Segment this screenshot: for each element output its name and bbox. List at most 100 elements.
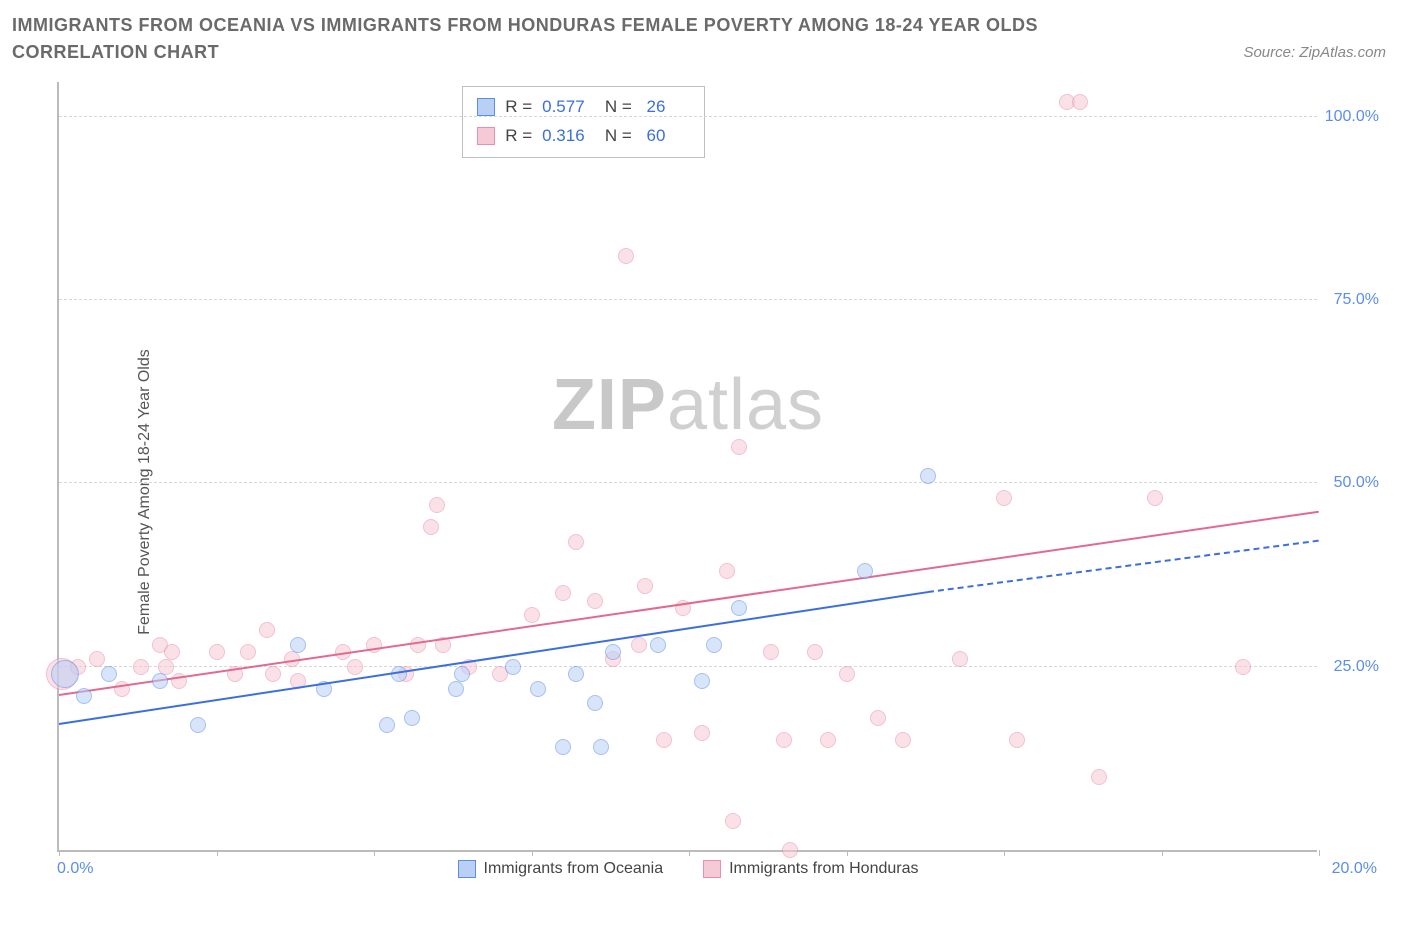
- legend-swatch: [477, 98, 495, 116]
- stat-n-label: N =: [600, 93, 632, 122]
- data-point: [448, 681, 464, 697]
- y-tick-label: 50.0%: [1334, 474, 1379, 492]
- y-tick-label: 100.0%: [1325, 108, 1379, 126]
- scatter-plot-area: ZIPatlas R =0.577 N = 26R =0.316 N = 60 …: [57, 82, 1317, 852]
- trend-line: [59, 591, 929, 725]
- data-point: [76, 688, 92, 704]
- data-point: [1009, 732, 1025, 748]
- stats-legend-box: R = 0.577 N = 26 R = 0.316 N = 60: [462, 86, 705, 158]
- legend-item: Immigrants from Oceania: [458, 860, 664, 878]
- data-point: [429, 497, 445, 513]
- plot-wrap: Female Poverty Among 18-24 Year Olds ZIP…: [12, 82, 1394, 902]
- stat-n-label: N =: [600, 122, 632, 151]
- x-tick: [217, 850, 218, 856]
- chart-container: IMMIGRANTS FROM OCEANIA VS IMMIGRANTS FR…: [12, 12, 1394, 918]
- data-point: [782, 842, 798, 858]
- data-point: [807, 644, 823, 660]
- watermark-light: atlas: [667, 365, 824, 445]
- data-point: [694, 673, 710, 689]
- gridline: [59, 116, 1317, 117]
- stat-r-value: 0.316: [542, 122, 590, 151]
- data-point: [587, 593, 603, 609]
- data-point: [857, 563, 873, 579]
- data-point: [706, 637, 722, 653]
- chart-title: IMMIGRANTS FROM OCEANIA VS IMMIGRANTS FR…: [12, 12, 1112, 66]
- data-point: [839, 666, 855, 682]
- y-tick-label: 25.0%: [1334, 658, 1379, 676]
- data-point: [158, 659, 174, 675]
- data-point: [1147, 490, 1163, 506]
- data-point: [133, 659, 149, 675]
- data-point: [731, 439, 747, 455]
- stat-r-value: 0.577: [542, 93, 590, 122]
- x-min-label: 0.0%: [57, 860, 93, 878]
- data-point: [763, 644, 779, 660]
- data-point: [895, 732, 911, 748]
- data-point: [101, 666, 117, 682]
- source-attribution: Source: ZipAtlas.com: [1243, 44, 1386, 61]
- data-point: [820, 732, 836, 748]
- data-point: [719, 563, 735, 579]
- watermark: ZIPatlas: [552, 364, 824, 446]
- legend-swatch: [703, 860, 721, 878]
- gridline: [59, 482, 1317, 483]
- data-point: [731, 600, 747, 616]
- legend-item: Immigrants from Honduras: [703, 860, 918, 878]
- data-point: [593, 739, 609, 755]
- stat-r-label: R =: [505, 122, 532, 151]
- data-point: [152, 673, 168, 689]
- data-point: [694, 725, 710, 741]
- legend-label: Immigrants from Honduras: [729, 860, 918, 878]
- x-tick: [847, 850, 848, 856]
- x-tick: [1004, 850, 1005, 856]
- gridline: [59, 299, 1317, 300]
- data-point: [505, 659, 521, 675]
- data-point: [870, 710, 886, 726]
- x-tick: [59, 850, 60, 856]
- legend-label: Immigrants from Oceania: [484, 860, 664, 878]
- data-point: [618, 248, 634, 264]
- data-point: [290, 637, 306, 653]
- data-point: [410, 637, 426, 653]
- trend-line: [59, 511, 1319, 696]
- watermark-bold: ZIP: [552, 365, 667, 445]
- x-tick: [1319, 850, 1320, 856]
- data-point: [725, 813, 741, 829]
- data-point: [1072, 94, 1088, 110]
- data-point: [555, 739, 571, 755]
- legend-swatch: [458, 860, 476, 878]
- x-tick: [532, 850, 533, 856]
- data-point: [190, 717, 206, 733]
- data-point: [347, 659, 363, 675]
- data-point: [164, 644, 180, 660]
- data-point: [587, 695, 603, 711]
- data-point: [1091, 769, 1107, 785]
- data-point: [51, 660, 79, 688]
- stat-r-label: R =: [505, 93, 532, 122]
- trend-line-extrapolated: [928, 540, 1319, 593]
- data-point: [259, 622, 275, 638]
- data-point: [952, 651, 968, 667]
- data-point: [656, 732, 672, 748]
- bottom-legend: Immigrants from Oceania Immigrants from H…: [59, 860, 1317, 878]
- data-point: [1235, 659, 1251, 675]
- stat-n-value: 60: [642, 122, 690, 151]
- data-point: [637, 578, 653, 594]
- stat-n-value: 26: [642, 93, 690, 122]
- data-point: [631, 637, 647, 653]
- data-point: [530, 681, 546, 697]
- data-point: [240, 644, 256, 660]
- data-point: [454, 666, 470, 682]
- data-point: [265, 666, 281, 682]
- data-point: [209, 644, 225, 660]
- x-tick: [1162, 850, 1163, 856]
- data-point: [650, 637, 666, 653]
- x-max-label: 20.0%: [1332, 860, 1377, 878]
- legend-swatch: [477, 127, 495, 145]
- data-point: [379, 717, 395, 733]
- y-tick-label: 75.0%: [1334, 291, 1379, 309]
- stats-row: R = 0.577 N = 26: [477, 93, 690, 122]
- data-point: [605, 644, 621, 660]
- data-point: [568, 534, 584, 550]
- x-tick: [689, 850, 690, 856]
